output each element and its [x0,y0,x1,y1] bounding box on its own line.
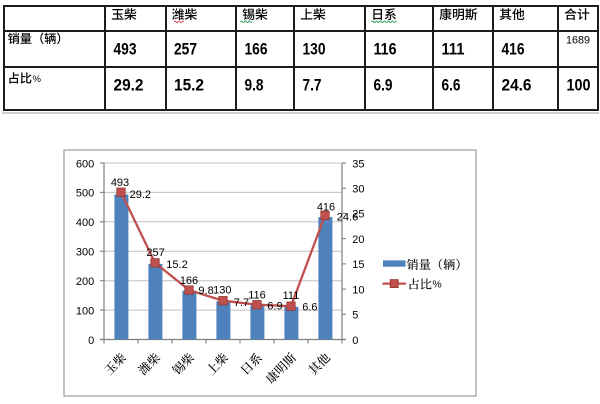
svg-text:6.6: 6.6 [442,75,461,94]
svg-text:6.9: 6.9 [374,75,393,94]
svg-text:29.2: 29.2 [114,75,144,94]
svg-text:300: 300 [76,247,94,259]
svg-text:166: 166 [180,275,198,287]
svg-text:416: 416 [317,202,335,214]
svg-text:35: 35 [352,158,364,170]
svg-text:111: 111 [442,39,465,58]
svg-text:257: 257 [174,39,197,58]
svg-text:7.7: 7.7 [234,297,249,309]
svg-text:5: 5 [352,310,358,322]
svg-text:116: 116 [374,39,397,58]
svg-text:257: 257 [146,247,164,259]
svg-text:9.8: 9.8 [198,285,213,297]
svg-text:400: 400 [76,217,94,229]
svg-text:0: 0 [88,335,94,347]
svg-text:20: 20 [352,234,364,246]
svg-text:0: 0 [352,335,358,347]
svg-text:6.9: 6.9 [267,300,282,312]
svg-text:%: % [33,74,42,85]
svg-text:30: 30 [352,184,364,196]
svg-text:%: % [432,278,441,290]
svg-text:166: 166 [245,39,268,58]
svg-text:493: 493 [114,39,137,58]
svg-text:25: 25 [352,209,364,221]
svg-text:116: 116 [248,289,266,301]
svg-text:7.7: 7.7 [303,75,322,94]
svg-text:130: 130 [213,284,231,296]
svg-text:10: 10 [352,284,364,296]
svg-text:500: 500 [76,188,94,200]
svg-text:416: 416 [502,39,525,58]
svg-text:9.8: 9.8 [245,75,264,94]
svg-text:100: 100 [567,75,591,94]
svg-text:29.2: 29.2 [130,189,151,201]
svg-text:200: 200 [76,276,94,288]
svg-text:6.6: 6.6 [302,301,317,313]
svg-text:100: 100 [76,305,94,317]
svg-text:15.2: 15.2 [174,75,204,94]
svg-text:600: 600 [76,158,94,170]
svg-text:24.6: 24.6 [502,75,532,94]
svg-text:15: 15 [352,259,364,271]
svg-text:130: 130 [303,39,326,58]
svg-text:15.2: 15.2 [166,259,187,271]
svg-text:24.6: 24.6 [337,211,358,223]
svg-text:1689: 1689 [566,34,590,46]
svg-text:493: 493 [111,177,129,189]
svg-text:111: 111 [283,290,300,302]
